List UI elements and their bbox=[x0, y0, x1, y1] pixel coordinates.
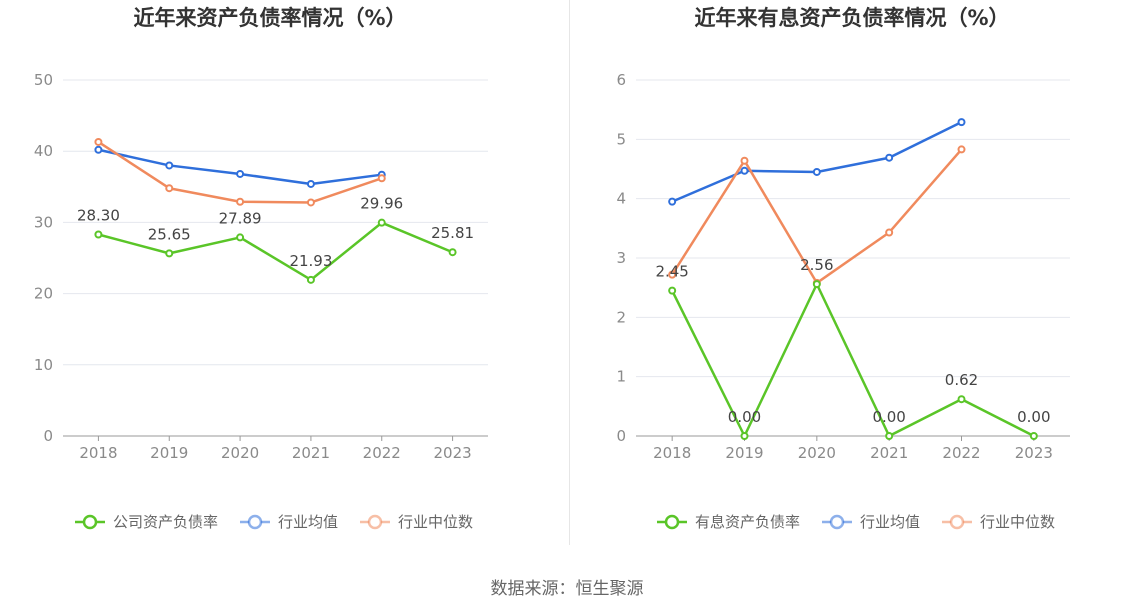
x-tick-label: 2019 bbox=[150, 444, 188, 462]
data-point-company[interactable] bbox=[957, 395, 966, 404]
data-point-median[interactable] bbox=[668, 270, 677, 279]
x-tick-label: 2020 bbox=[221, 444, 259, 462]
legend-marker-avg[interactable] bbox=[829, 514, 845, 530]
legend-marker-company[interactable] bbox=[664, 514, 680, 530]
data-point-company[interactable] bbox=[165, 249, 174, 258]
data-label: 0.00 bbox=[728, 408, 761, 426]
data-point-avg[interactable] bbox=[740, 166, 749, 175]
y-tick-label: 30 bbox=[34, 213, 53, 231]
data-label: 0.00 bbox=[872, 408, 905, 426]
y-tick-label: 1 bbox=[616, 368, 626, 386]
panel-divider bbox=[569, 0, 570, 545]
data-label: 2.56 bbox=[800, 256, 833, 274]
data-label: 0.00 bbox=[1017, 408, 1050, 426]
x-tick-label: 2018 bbox=[79, 444, 117, 462]
y-tick-label: 20 bbox=[34, 285, 53, 303]
data-point-company[interactable] bbox=[740, 432, 749, 440]
y-tick-label: 2 bbox=[616, 308, 626, 326]
legend-marker-avg[interactable] bbox=[247, 514, 263, 530]
data-point-median[interactable] bbox=[94, 137, 103, 146]
data-point-company[interactable] bbox=[236, 233, 245, 242]
y-tick-label: 6 bbox=[616, 71, 626, 89]
data-point-avg[interactable] bbox=[812, 167, 821, 176]
legend-label-company[interactable]: 有息资产负债率 bbox=[695, 513, 800, 531]
y-tick-label: 3 bbox=[616, 249, 626, 267]
series-line-avg bbox=[671, 121, 963, 203]
data-label: 25.81 bbox=[431, 224, 474, 242]
data-point-avg[interactable] bbox=[94, 145, 103, 154]
debt-ratio-chart: 近年来资产负债率情况（%） 0 10 20 30 40 50 2018 2019 2020 202… bbox=[34, 6, 488, 531]
y-tick-label: 0 bbox=[43, 427, 53, 445]
legend-marker-median[interactable] bbox=[367, 514, 383, 530]
x-tick-label: 2020 bbox=[798, 444, 836, 462]
legend-label-median[interactable]: 行业中位数 bbox=[398, 513, 473, 531]
y-tick-label: 10 bbox=[34, 356, 53, 374]
x-tick-label: 2021 bbox=[292, 444, 330, 462]
data-point-avg[interactable] bbox=[957, 118, 966, 127]
series-line-avg bbox=[98, 148, 382, 186]
data-point-company[interactable] bbox=[885, 432, 894, 440]
data-label: 0.62 bbox=[945, 371, 978, 389]
data-label: 28.30 bbox=[77, 207, 120, 225]
chart-title-interest-bearing: 近年来有息资产负债率情况（%） bbox=[694, 6, 1009, 30]
series-line-company bbox=[671, 282, 1035, 438]
data-point-company[interactable] bbox=[377, 218, 386, 227]
data-point-median[interactable] bbox=[740, 156, 749, 165]
data-label: 21.93 bbox=[289, 252, 332, 270]
data-point-avg[interactable] bbox=[668, 197, 677, 206]
data-point-median[interactable] bbox=[165, 184, 174, 193]
x-tick-label: 2022 bbox=[363, 444, 401, 462]
data-point-median[interactable] bbox=[885, 228, 894, 237]
data-point-company[interactable] bbox=[448, 248, 457, 257]
data-source: 数据来源：恒生聚源 bbox=[490, 579, 644, 599]
legend-label-avg[interactable]: 行业均值 bbox=[278, 513, 338, 531]
x-tick-label: 2019 bbox=[725, 444, 763, 462]
data-point-median[interactable] bbox=[306, 198, 315, 207]
y-tick-label: 0 bbox=[616, 427, 626, 445]
x-tick-label: 2021 bbox=[870, 444, 908, 462]
legend-label-company[interactable]: 公司资产负债率 bbox=[113, 513, 218, 531]
data-point-median[interactable] bbox=[957, 145, 966, 154]
data-label: 27.89 bbox=[219, 209, 262, 227]
data-point-avg[interactable] bbox=[885, 153, 894, 162]
data-point-median[interactable] bbox=[236, 197, 245, 206]
legend-label-avg[interactable]: 行业均值 bbox=[860, 513, 920, 531]
data-label: 29.96 bbox=[360, 195, 403, 213]
data-point-avg[interactable] bbox=[236, 169, 245, 178]
data-point-median[interactable] bbox=[377, 174, 386, 183]
data-point-avg[interactable] bbox=[165, 161, 174, 170]
data-point-company[interactable] bbox=[668, 286, 677, 295]
data-point-company[interactable] bbox=[1029, 432, 1038, 440]
y-tick-label: 4 bbox=[616, 190, 626, 208]
legend-marker-median[interactable] bbox=[949, 514, 965, 530]
x-tick-label: 2023 bbox=[1015, 444, 1053, 462]
interest-bearing-debt-ratio-chart: 近年来有息资产负债率情况（%） 0 1 2 3 4 5 6 2018 2019 2020 2021 2… bbox=[616, 6, 1070, 531]
data-point-company[interactable] bbox=[812, 280, 821, 289]
chart-title-debt-ratio: 近年来资产负债率情况（%） bbox=[133, 6, 406, 30]
legend-marker-company[interactable] bbox=[82, 514, 98, 530]
data-point-company[interactable] bbox=[306, 275, 315, 284]
x-tick-label: 2023 bbox=[433, 444, 471, 462]
x-tick-label: 2018 bbox=[653, 444, 691, 462]
y-tick-label: 50 bbox=[34, 71, 53, 89]
data-point-company[interactable] bbox=[94, 230, 103, 239]
y-tick-label: 5 bbox=[616, 130, 626, 148]
data-point-avg[interactable] bbox=[306, 179, 315, 188]
legend-label-median[interactable]: 行业中位数 bbox=[980, 513, 1055, 531]
data-label: 25.65 bbox=[148, 225, 191, 243]
series-line-company bbox=[98, 221, 454, 282]
x-tick-label: 2022 bbox=[942, 444, 980, 462]
y-tick-label: 40 bbox=[34, 142, 53, 160]
data-label: 2.45 bbox=[655, 263, 688, 281]
